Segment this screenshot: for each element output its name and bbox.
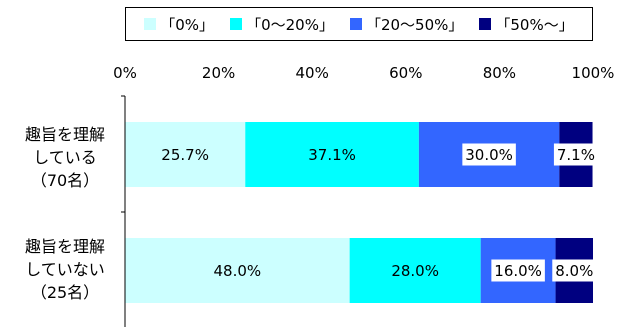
data-label-1-0: 48.0% <box>213 262 261 280</box>
category-label-0-line-0: 趣旨を理解 <box>24 125 105 144</box>
data-label-1-3: 8.0% <box>555 262 593 280</box>
x-tick-label-4: 80% <box>483 64 516 82</box>
data-label-0-2: 30.0% <box>465 146 513 164</box>
legend-swatch-0 <box>144 18 157 30</box>
category-label-1: 趣旨を理解 していない （25名） <box>10 235 120 304</box>
data-label-0-1: 37.1% <box>308 146 356 164</box>
x-tick-label-2: 40% <box>296 64 329 82</box>
legend-item-2: 「20～50%」 <box>349 14 464 35</box>
data-label-0-3: 7.1% <box>557 146 595 164</box>
category-label-1-line-0: 趣旨を理解 <box>24 237 105 256</box>
x-tick-label-0: 0% <box>113 64 137 82</box>
data-label-1-2: 16.0% <box>494 262 542 280</box>
legend-label-0: 「0%」 <box>160 15 215 34</box>
category-label-1-line-1: していない <box>25 260 105 279</box>
category-label-0-line-1: している <box>33 148 97 167</box>
legend-label-1: 「0～20%」 <box>246 15 334 34</box>
legend-item-3: 「50%～」 <box>479 14 574 35</box>
x-tick-label-3: 60% <box>389 64 422 82</box>
bar-segment-1-1 <box>349 238 481 303</box>
data-label-box-0-2 <box>462 143 516 166</box>
legend-swatch-3 <box>479 18 492 30</box>
category-label-1-line-2: （25名） <box>30 283 100 302</box>
category-label-0: 趣旨を理解 している （70名） <box>10 123 120 192</box>
bar-segment-0-1 <box>245 122 419 187</box>
legend-item-1: 「0～20%」 <box>230 14 334 35</box>
x-tick-label-1: 20% <box>202 64 235 82</box>
x-tick-label-5: 100% <box>572 64 615 82</box>
bar-segment-1-0 <box>125 238 350 303</box>
data-label-1-1: 28.0% <box>391 262 439 280</box>
data-label-0-0: 25.7% <box>161 146 209 164</box>
legend: 「0%」 「0～20%」 「20～50%」 「50%～」 <box>125 7 593 41</box>
legend-item-0: 「0%」 <box>144 14 214 35</box>
data-label-box-1-3 <box>552 259 597 282</box>
legend-swatch-2 <box>349 18 362 30</box>
data-label-box-0-3 <box>553 143 598 166</box>
category-label-0-line-2: （70名） <box>30 171 100 190</box>
data-label-box-1-2 <box>491 259 545 282</box>
legend-label-3: 「50%～」 <box>495 15 574 34</box>
legend-swatch-1 <box>230 18 243 30</box>
legend-label-2: 「20～50%」 <box>365 15 464 34</box>
bar-segment-0-0 <box>125 122 246 187</box>
